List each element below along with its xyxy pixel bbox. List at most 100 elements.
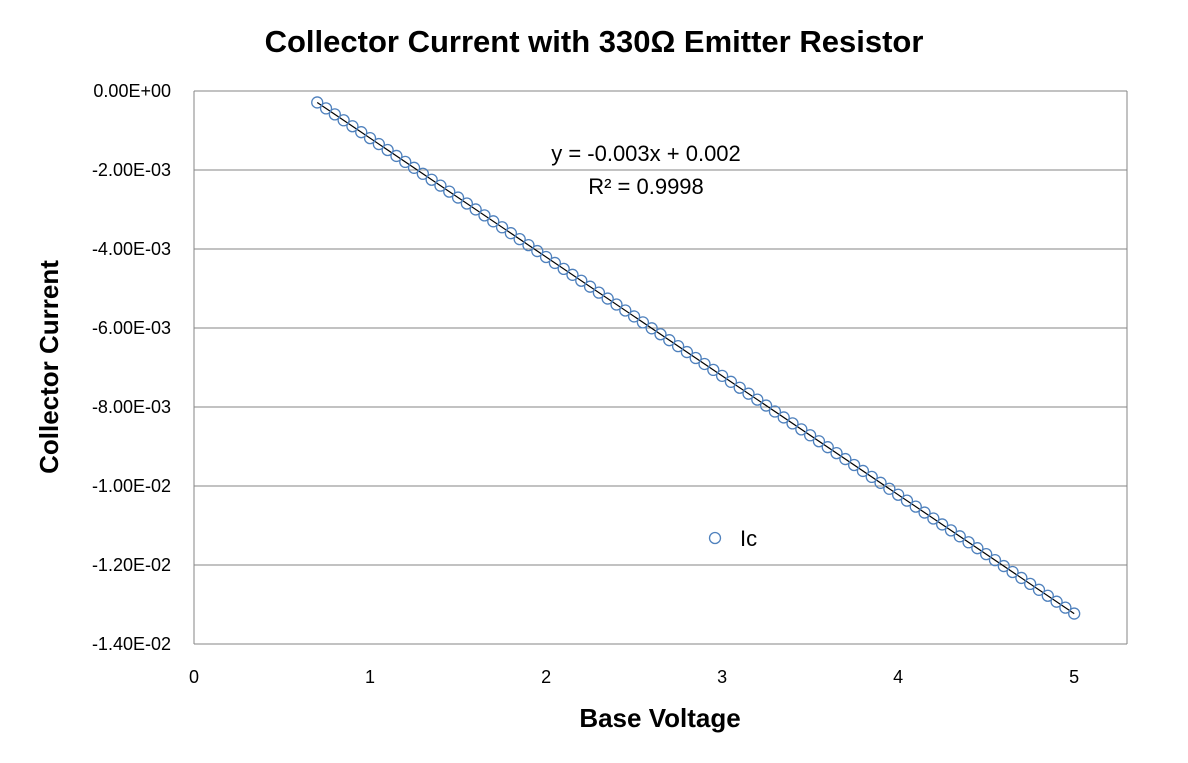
data-point <box>1050 595 1063 608</box>
gridlines <box>194 90 1127 645</box>
data-point <box>601 292 614 305</box>
data-point <box>460 197 474 210</box>
data-point <box>865 470 878 484</box>
data-point <box>487 215 500 228</box>
data-point <box>944 524 958 537</box>
data-point <box>425 173 438 186</box>
data-point <box>372 137 385 151</box>
trendline <box>316 101 1075 615</box>
data-point <box>539 250 553 264</box>
data-point <box>1059 601 1072 614</box>
data-point <box>786 417 799 430</box>
data-point <box>830 446 843 460</box>
data-point <box>381 143 394 157</box>
data-point <box>610 298 623 311</box>
x-tick-label: 5 <box>1069 667 1079 687</box>
x-tick-label: 0 <box>189 667 199 687</box>
data-point <box>337 114 350 127</box>
data-point <box>847 458 861 472</box>
data-point <box>724 375 738 388</box>
data-point <box>689 351 702 365</box>
data-point <box>654 328 667 341</box>
data-point <box>328 108 341 121</box>
data-point <box>892 488 905 501</box>
data-point <box>671 339 685 353</box>
y-tick-label: -2.00E-03 <box>92 160 171 180</box>
data-point <box>469 203 482 216</box>
data-point <box>355 126 368 139</box>
data-point <box>803 429 817 442</box>
data-point <box>1024 577 1037 591</box>
data-point <box>839 452 852 466</box>
data-point <box>742 387 755 400</box>
data-point <box>363 131 377 145</box>
data-point <box>707 363 720 377</box>
data-point <box>434 179 447 192</box>
data-point <box>962 536 975 549</box>
data-point <box>311 96 324 109</box>
x-axis-ticks: 0 1 2 3 4 5 <box>189 667 1079 687</box>
y-tick-label: -6.00E-03 <box>92 318 171 338</box>
data-point <box>443 185 456 198</box>
data-point <box>988 553 1002 567</box>
data-point <box>663 334 676 347</box>
data-point <box>645 322 658 335</box>
y-tick-label: -1.00E-02 <box>92 476 171 496</box>
legend-label: Ic <box>740 526 757 551</box>
data-point <box>407 161 421 174</box>
data-point <box>715 369 729 383</box>
x-tick-label: 2 <box>541 667 551 687</box>
data-point <box>821 441 834 454</box>
legend-marker <box>708 531 722 545</box>
data-point <box>856 464 870 478</box>
data-points <box>311 96 1081 620</box>
data-point <box>566 268 579 281</box>
data-point <box>592 286 606 299</box>
data-point <box>953 530 966 543</box>
data-point <box>768 405 782 418</box>
y-tick-label: -8.00E-03 <box>92 397 171 417</box>
y-axis-title: Collector Current <box>34 260 64 474</box>
data-point <box>451 191 465 204</box>
x-tick-label: 4 <box>893 667 903 687</box>
trendline-group <box>316 101 1075 615</box>
data-point <box>416 167 429 180</box>
data-point <box>548 256 562 270</box>
data-point <box>733 381 746 394</box>
y-tick-label: -4.00E-03 <box>92 239 171 259</box>
data-point <box>495 221 509 234</box>
data-point <box>795 423 808 436</box>
data-point <box>513 233 526 246</box>
data-point <box>1032 583 1046 596</box>
trendline-r-squared: R² = 0.9998 <box>588 174 704 199</box>
data-point <box>557 262 570 276</box>
data-point <box>346 120 359 133</box>
data-point <box>1015 571 1028 585</box>
data-point <box>399 155 412 169</box>
data-point <box>918 506 931 519</box>
data-point <box>777 411 790 424</box>
data-point <box>390 149 403 163</box>
data-point <box>531 244 544 258</box>
data-point <box>680 345 694 359</box>
y-tick-label: -1.40E-02 <box>92 634 171 654</box>
data-point <box>1041 589 1054 602</box>
y-tick-label: -1.20E-02 <box>92 555 171 575</box>
plot-area <box>193 91 1128 644</box>
data-point <box>636 316 650 329</box>
x-tick-label: 1 <box>365 667 375 687</box>
data-point <box>627 310 641 323</box>
data-point <box>583 280 597 293</box>
data-point <box>319 102 333 115</box>
data-point <box>900 494 914 507</box>
data-point <box>971 542 984 555</box>
data-point <box>980 548 993 561</box>
data-point <box>575 274 588 287</box>
y-tick-label: 0.00E+00 <box>93 81 171 101</box>
y-axis-ticks: 0.00E+00 -2.00E-03 -4.00E-03 -6.00E-03 -8.00… <box>92 81 171 654</box>
data-point <box>619 304 632 317</box>
data-point <box>698 357 711 371</box>
data-point <box>504 227 518 240</box>
trendline-equation: y = -0.003x + 0.002 <box>551 141 741 166</box>
